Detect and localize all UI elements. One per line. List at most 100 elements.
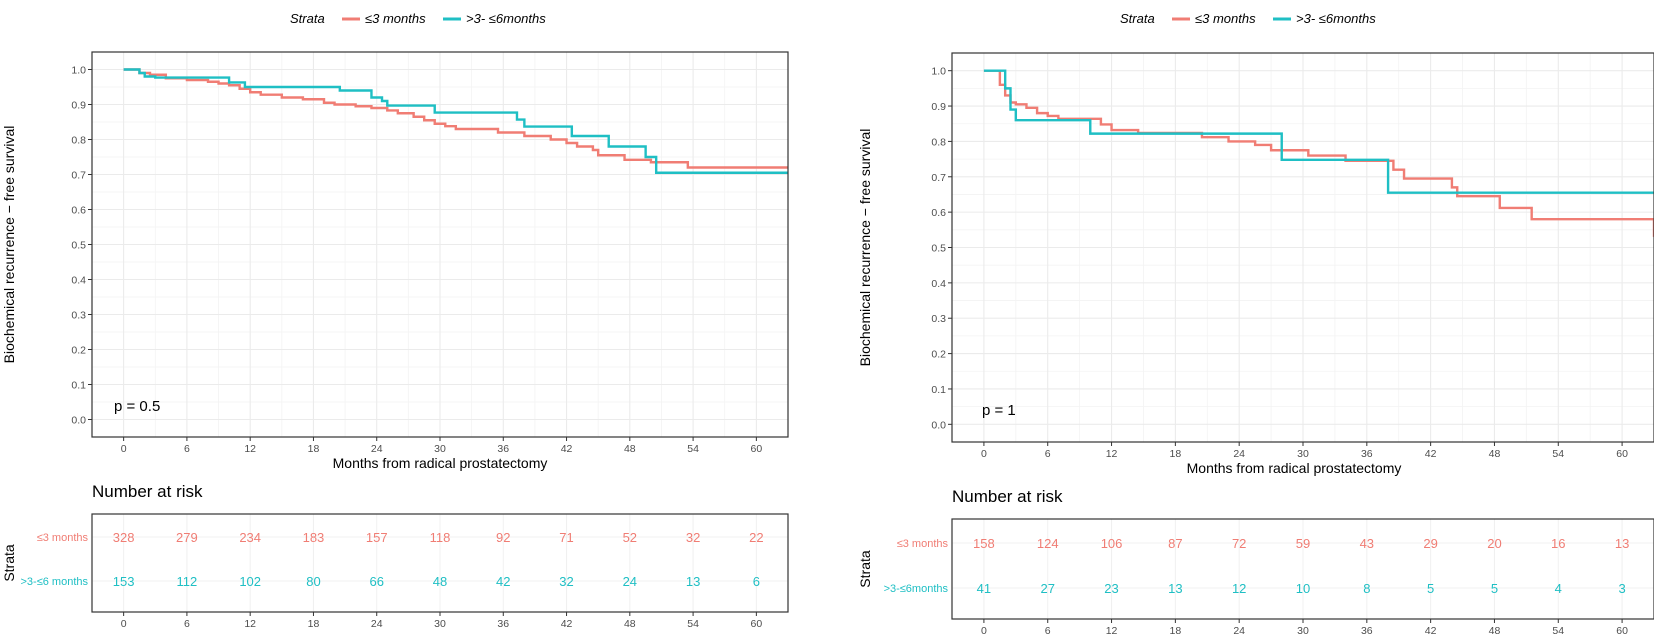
risk-value: 59 bbox=[1296, 536, 1310, 551]
x-tick-label: 42 bbox=[561, 443, 573, 455]
p-value: p = 1 bbox=[982, 402, 1016, 419]
risk-value: 328 bbox=[113, 530, 135, 545]
x-tick-label: 36 bbox=[497, 443, 509, 455]
legend-label-2: >3- ≤6months bbox=[1296, 11, 1376, 26]
risk-x-tick-label: 6 bbox=[1045, 625, 1051, 637]
risk-value: 27 bbox=[1040, 581, 1054, 596]
y-tick-label: 0.8 bbox=[931, 136, 946, 148]
risk-value: 5 bbox=[1427, 581, 1434, 596]
risk-value: 23 bbox=[1104, 581, 1118, 596]
y-tick-label: 0.1 bbox=[71, 380, 86, 392]
risk-x-tick-label: 18 bbox=[308, 618, 320, 630]
risk-x-tick-label: 24 bbox=[371, 618, 383, 630]
x-tick-label: 54 bbox=[1552, 448, 1564, 460]
risk-value: 32 bbox=[559, 574, 573, 589]
legend: Strata ≤3 months >3- ≤6months bbox=[1120, 11, 1376, 26]
x-tick-label: 36 bbox=[1361, 448, 1373, 460]
risk-value: 20 bbox=[1487, 536, 1501, 551]
x-tick-label: 54 bbox=[687, 443, 699, 455]
x-tick-label: 48 bbox=[624, 443, 636, 455]
risk-x-tick-label: 60 bbox=[1616, 625, 1628, 637]
y-tick-label: 0.0 bbox=[71, 415, 86, 427]
risk-x-tick-label: 48 bbox=[1489, 625, 1501, 637]
risk-x-tick-label: 18 bbox=[1170, 625, 1182, 637]
risk-x-tick-label: 48 bbox=[624, 618, 636, 630]
y-tick-label: 0.5 bbox=[931, 243, 946, 255]
y-tick-label: 0.0 bbox=[931, 419, 946, 431]
y-tick-label: 0.9 bbox=[931, 101, 946, 113]
risk-value: 13 bbox=[686, 574, 700, 589]
y-tick-label: 0.7 bbox=[71, 170, 86, 182]
y-tick-label: 0.3 bbox=[71, 310, 86, 322]
x-tick-label: 48 bbox=[1489, 448, 1501, 460]
risk-value: 10 bbox=[1296, 581, 1310, 596]
risk-x-tick-label: 54 bbox=[1552, 625, 1564, 637]
risk-value: 8 bbox=[1363, 581, 1370, 596]
risk-value: 279 bbox=[176, 530, 198, 545]
risk-value: 6 bbox=[753, 574, 760, 589]
risk-strata-label: Strata bbox=[1, 544, 17, 582]
km-chart-2: Strata ≤3 months >3- ≤6months 0 6 12 18 24 30 36 4… bbox=[857, 11, 1654, 637]
x-tick-label: 42 bbox=[1425, 448, 1437, 460]
x-tick-label: 60 bbox=[751, 443, 763, 455]
risk-row-label: >3-≤6months bbox=[884, 583, 949, 595]
risk-x-tick-label: 0 bbox=[981, 625, 987, 637]
y-axis-title: Biochemical recurrence − free survival bbox=[1, 126, 17, 364]
legend-label-1: ≤3 months bbox=[365, 11, 426, 26]
risk-x-tick-label: 60 bbox=[751, 618, 763, 630]
risk-x-tick-label: 30 bbox=[434, 618, 446, 630]
y-axis-title: Biochemical recurrence − free survival bbox=[857, 129, 873, 367]
risk-x-tick-label: 42 bbox=[1425, 625, 1437, 637]
risk-strata-label: Strata bbox=[857, 550, 873, 588]
x-tick-label: 30 bbox=[1297, 448, 1309, 460]
risk-row-label: ≤3 months bbox=[897, 538, 949, 550]
y-tick-label: 0.9 bbox=[71, 100, 86, 112]
risk-value: 87 bbox=[1168, 536, 1182, 551]
risk-value: 158 bbox=[973, 536, 995, 551]
x-tick-label: 0 bbox=[121, 443, 127, 455]
risk-x-tick-label: 30 bbox=[1297, 625, 1309, 637]
risk-value: 5 bbox=[1491, 581, 1498, 596]
risk-value: 13 bbox=[1615, 536, 1629, 551]
risk-table: Number at risk ≤3 months 328 279 234 183 157 11… bbox=[1, 482, 789, 630]
y-tick-label: 0.6 bbox=[71, 205, 86, 217]
risk-value: 183 bbox=[303, 530, 325, 545]
risk-value: 92 bbox=[496, 530, 510, 545]
risk-table: Number at risk≤3 months 158 124 106 87 72 59 43… bbox=[857, 487, 1654, 637]
risk-value: 16 bbox=[1551, 536, 1565, 551]
risk-x-tick-label: 6 bbox=[184, 618, 190, 630]
risk-row-label: ≤3 months bbox=[37, 532, 89, 544]
y-tick-label: 1.0 bbox=[71, 65, 86, 77]
risk-x-tick-label: 12 bbox=[1106, 625, 1118, 637]
x-tick-label: 18 bbox=[308, 443, 320, 455]
risk-value: 80 bbox=[306, 574, 320, 589]
y-tick-label: 0.7 bbox=[931, 172, 946, 184]
km-curve-2 bbox=[983, 69, 1654, 194]
risk-x-tick-label: 36 bbox=[497, 618, 509, 630]
x-axis-title: Months from radical prostatectomy bbox=[1187, 460, 1402, 476]
risk-value: 153 bbox=[113, 574, 135, 589]
risk-value: 13 bbox=[1168, 581, 1182, 596]
risk-value: 41 bbox=[977, 581, 991, 596]
legend: Strata ≤3 months >3- ≤6months bbox=[290, 11, 546, 26]
y-tick-label: 0.4 bbox=[71, 275, 86, 287]
risk-value: 112 bbox=[177, 574, 198, 589]
p-value: p = 0.5 bbox=[114, 398, 160, 415]
y-tick-label: 0.2 bbox=[71, 345, 86, 357]
risk-value: 24 bbox=[623, 574, 637, 589]
risk-value: 52 bbox=[623, 530, 637, 545]
risk-value: 66 bbox=[369, 574, 383, 589]
x-tick-label: 12 bbox=[1106, 448, 1118, 460]
x-tick-label: 60 bbox=[1616, 448, 1628, 460]
legend-label-1: ≤3 months bbox=[1195, 11, 1256, 26]
y-tick-label: 0.2 bbox=[931, 349, 946, 361]
risk-x-tick-label: 24 bbox=[1233, 625, 1245, 637]
y-tick-label: 0.8 bbox=[71, 135, 86, 147]
x-tick-label: 6 bbox=[184, 443, 190, 455]
risk-value: 234 bbox=[239, 530, 261, 545]
grid bbox=[92, 52, 788, 437]
risk-value: 118 bbox=[430, 530, 451, 545]
x-tick-label: 12 bbox=[244, 443, 256, 455]
x-tick-label: 0 bbox=[981, 448, 987, 460]
